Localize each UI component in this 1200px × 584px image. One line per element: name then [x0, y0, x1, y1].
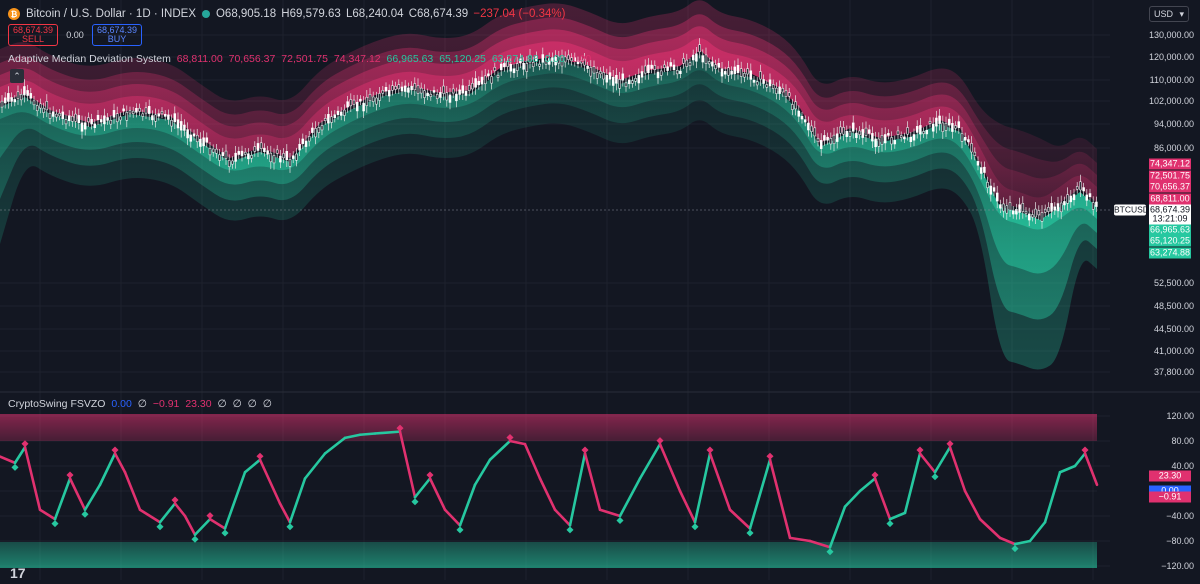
osc-value: ∅ [262, 398, 272, 410]
lower-value: 1.00 [570, 53, 592, 65]
price-tag: 72,501.75 [1149, 170, 1191, 182]
high-value: H69,579.63 [281, 8, 341, 20]
price-axis-label: 102,000.00 [1148, 96, 1194, 106]
price-axis-label: 130,000.00 [1148, 30, 1194, 40]
sell-button[interactable]: 68,674.39 SELL [8, 24, 58, 46]
price-tag: 63,274.88 [1149, 247, 1191, 259]
open-value: O68,905.18 [215, 8, 277, 20]
upper-value: 74,347.12 [333, 53, 381, 65]
indicator-values: 68,811.00 70,656.37 72,501.75 74,347.12 … [174, 53, 592, 65]
price-axis-label: 94,000.00 [1153, 119, 1194, 129]
price-axis-label: 41,000.00 [1153, 346, 1194, 356]
indicator-name: CryptoSwing FSVZO [8, 398, 106, 410]
oversold-zone [0, 542, 1097, 568]
lower-value: 65,120.25 [439, 53, 486, 65]
indicator-name: Adaptive Median Deviation System [8, 53, 171, 65]
osc-value: −0.91 [152, 398, 180, 410]
market-status-icon[interactable] [201, 10, 210, 18]
osc-value: 0.00 [111, 398, 132, 410]
osc-tag: 0.00 [1149, 485, 1191, 497]
sell-label: SELL [21, 34, 45, 44]
lower-value: 0.00 [544, 53, 565, 65]
buy-button[interactable]: 68,674.39 BUY [92, 24, 142, 46]
collapse-legend-button[interactable]: ⌃ [10, 69, 24, 83]
upper-value: 72,501.75 [281, 53, 328, 65]
osc-value: ∅ [137, 398, 147, 410]
osc-tag: 23.30 [1149, 470, 1191, 482]
price-axis-label: 44,500.00 [1153, 324, 1194, 334]
sell-price: 68,674.39 [12, 25, 54, 35]
fsvzo-oscillator [0, 424, 1099, 556]
buy-label: BUY [107, 34, 127, 44]
trade-panel: 68,674.39 SELL 0.00 68,674.39 BUY [8, 24, 142, 46]
ohlc-values: O68,905.18 H69,579.63 L68,240.04 C68,674… [216, 8, 568, 20]
osc-axis-label: 80.00 [1171, 436, 1194, 446]
osc-axis-label: −120.00 [1161, 561, 1194, 571]
spread-value: 0.00 [66, 30, 84, 40]
change-value: −237.04 (−0.34%) [473, 8, 566, 20]
indicator-legend-fsvzo[interactable]: CryptoSwing FSVZO 0.00 ∅ −0.91 23.30 ∅ ∅… [8, 398, 272, 410]
price-tag: 65,120.25 [1149, 235, 1191, 247]
upper-value: 68,811.00 [176, 53, 223, 65]
lower-value: 66,965.63 [386, 53, 434, 65]
bitcoin-icon: ₿ [8, 8, 20, 20]
price-tag: 74,347.12 [1149, 158, 1191, 170]
symbol-header: ₿ Bitcoin / U.S. Dollar · 1D · INDEX O68… [8, 8, 567, 20]
price-tag: 68,674.39 [1149, 204, 1191, 216]
price-tag: 70,656.37 [1149, 181, 1191, 193]
overbought-zone [0, 414, 1097, 441]
currency-label: USD [1154, 9, 1174, 19]
close-value: C68,674.39 [408, 8, 469, 20]
price-axis-label: 120,000.00 [1148, 52, 1194, 62]
osc-tag: −0.91 [1149, 491, 1191, 503]
indicator-legend-amds[interactable]: Adaptive Median Deviation System 68,811.… [8, 53, 591, 65]
chevron-down-icon: ▾ [1179, 8, 1184, 19]
osc-axis-label: 120.00 [1166, 411, 1194, 421]
osc-value: 23.30 [185, 398, 212, 410]
price-tag: 66,965.63 [1149, 224, 1191, 236]
osc-axis-label: 40.00 [1171, 461, 1194, 471]
osc-value: ∅ [217, 398, 227, 410]
price-tag: 13:21:09 [1149, 213, 1191, 225]
currency-selector[interactable]: USD ▾ [1149, 6, 1189, 22]
symbol-title[interactable]: Bitcoin / U.S. Dollar · 1D · INDEX [26, 8, 196, 20]
price-axis-label: 110,000.00 [1149, 75, 1194, 85]
price-axis-label: 37,800.00 [1153, 367, 1194, 377]
osc-value: ∅ [232, 398, 242, 410]
symbol-tag: BTCUSD [1114, 204, 1149, 216]
osc-axis-label: −40.00 [1166, 511, 1194, 521]
upper-value: 70,656.37 [228, 53, 276, 65]
osc-axis-label: −80.00 [1166, 536, 1194, 546]
price-candles [0, 38, 1098, 229]
price-axis-label: 86,000.00 [1153, 143, 1194, 153]
tradingview-logo[interactable]: 17 [10, 565, 26, 581]
buy-price: 68,674.39 [96, 25, 138, 35]
chevron-up-icon: ⌃ [13, 70, 21, 81]
low-value: L68,240.04 [345, 8, 404, 20]
price-tag: 68,811.00 [1149, 193, 1191, 205]
price-axis-label: 52,500.00 [1153, 278, 1194, 288]
osc-value: ∅ [247, 398, 257, 410]
lower-value: 63,274.88 [491, 53, 539, 65]
price-axis-label: 48,500.00 [1153, 301, 1194, 311]
